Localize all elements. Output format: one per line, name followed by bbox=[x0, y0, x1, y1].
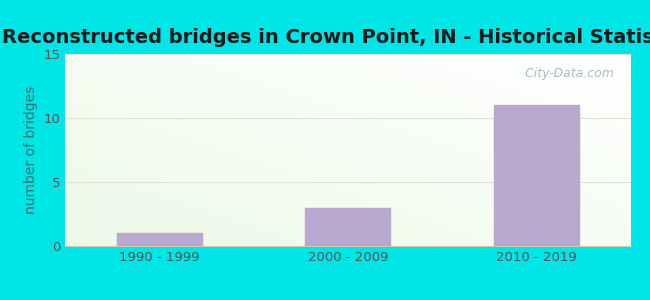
Bar bbox=[494, 105, 578, 246]
Bar bbox=[117, 233, 202, 246]
Bar bbox=[306, 208, 390, 246]
Y-axis label: number of bridges: number of bridges bbox=[23, 86, 38, 214]
Text: City-Data.com: City-Data.com bbox=[517, 68, 614, 80]
Title: Reconstructed bridges in Crown Point, IN - Historical Statistics: Reconstructed bridges in Crown Point, IN… bbox=[3, 28, 650, 47]
